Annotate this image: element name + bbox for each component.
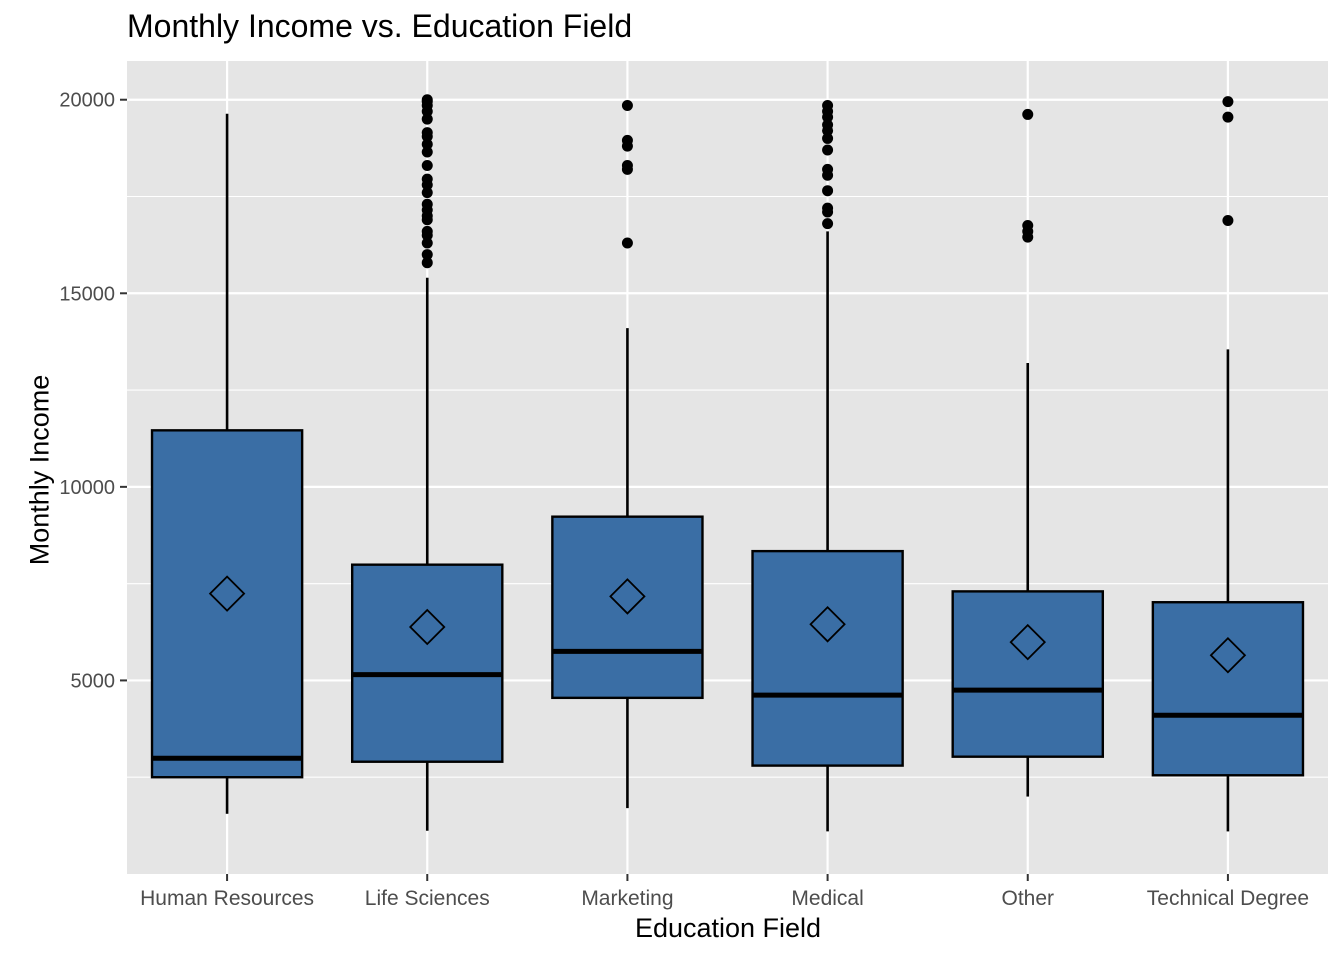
y-tick-label: 15000: [59, 283, 115, 305]
x-axis-label: Education Field: [634, 913, 822, 943]
outlier-point: [421, 94, 433, 106]
outlier-point: [1222, 111, 1234, 123]
outlier-point: [421, 237, 433, 249]
outlier-point: [421, 173, 433, 185]
outlier-point: [822, 163, 834, 175]
box-technical-degree: [1151, 601, 1305, 777]
y-tick-label: 10000: [59, 477, 115, 499]
outlier-point: [621, 100, 633, 112]
outlier-point: [421, 249, 433, 261]
mean-marker-other: [1009, 623, 1047, 661]
outlier-point: [822, 132, 834, 144]
outlier-point: [421, 225, 433, 237]
box-life-sciences: [350, 563, 504, 763]
x-tick-label: Other: [1001, 887, 1054, 910]
outlier-point: [822, 100, 834, 112]
panel-background: [127, 61, 1328, 874]
outlier-point: [1222, 215, 1234, 227]
outlier-point: [822, 119, 834, 131]
outlier-point: [1022, 220, 1034, 232]
y-tick-label: 5000: [71, 670, 116, 692]
mean-marker-marketing: [609, 578, 646, 615]
outlier-point: [1222, 96, 1234, 108]
outlier-point: [421, 257, 433, 269]
x-tick-label: Human Resources: [140, 887, 314, 910]
outlier-point: [822, 218, 834, 230]
mean-marker-human-resources: [208, 575, 246, 612]
chart-title: Monthly Income vs. Education Field: [127, 8, 633, 44]
x-tick-label: Marketing: [581, 887, 673, 910]
box-marketing: [551, 515, 704, 700]
y-tick-label: 20000: [59, 90, 115, 112]
outlier-point: [621, 160, 633, 172]
outlier-point: [1022, 108, 1034, 120]
outlier-point: [822, 185, 834, 197]
outlier-point: [421, 113, 433, 125]
mean-marker-medical: [809, 606, 846, 643]
outlier-point: [822, 144, 834, 156]
box-other: [951, 590, 1105, 758]
box-human-resources: [150, 429, 304, 779]
x-tick-label: Medical: [791, 887, 863, 910]
x-tick-label: Life Sciences: [365, 887, 490, 910]
mean-marker-life-sciences: [408, 608, 446, 646]
outlier-point: [421, 146, 433, 158]
x-tick-label: Technical Degree: [1147, 887, 1309, 910]
box-medical: [751, 549, 904, 767]
mean-marker-technical-degree: [1209, 636, 1247, 674]
outlier-point: [421, 127, 433, 139]
outlier-point: [621, 134, 633, 146]
outlier-point: [621, 237, 633, 249]
outlier-point: [421, 198, 433, 210]
outlier-point: [421, 160, 433, 172]
outlier-point: [421, 138, 433, 150]
outlier-point: [822, 202, 834, 214]
outlier-point: [421, 187, 433, 199]
